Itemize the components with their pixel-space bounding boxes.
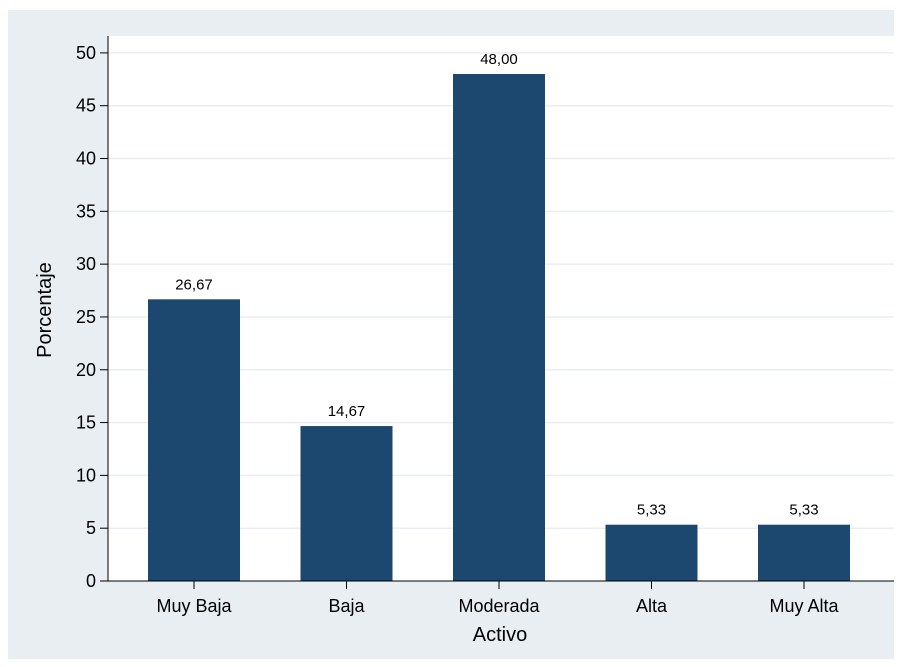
y-tick-label: 35 bbox=[76, 201, 96, 221]
y-tick-label: 15 bbox=[76, 413, 96, 433]
y-tick-label: 30 bbox=[76, 254, 96, 274]
data-label: 14,67 bbox=[328, 403, 366, 420]
y-axis-ticks: 0 5 10 15 20 25 30 35 40 45 50 bbox=[76, 43, 108, 591]
x-axis-title: Activo bbox=[473, 624, 527, 646]
data-label: 48,00 bbox=[480, 51, 518, 68]
y-tick-label: 40 bbox=[76, 149, 96, 169]
bar bbox=[453, 74, 545, 581]
bar bbox=[605, 524, 698, 581]
x-tick-label: Moderada bbox=[458, 596, 540, 616]
y-tick-label: 0 bbox=[86, 571, 96, 591]
bar bbox=[300, 426, 393, 581]
x-tick-label: Muy Baja bbox=[156, 596, 232, 616]
x-axis-ticks: Muy Baja Baja Moderada Alta Muy Alta bbox=[156, 581, 840, 616]
x-tick-label: Alta bbox=[636, 596, 668, 616]
bars bbox=[148, 74, 850, 581]
bar bbox=[758, 524, 850, 581]
y-tick-label: 45 bbox=[76, 96, 96, 116]
data-label: 26,67 bbox=[175, 276, 213, 293]
y-tick-label: 10 bbox=[76, 465, 96, 485]
data-label: 5,33 bbox=[637, 502, 666, 519]
bar bbox=[148, 299, 240, 581]
y-tick-label: 50 bbox=[76, 43, 96, 63]
y-axis-title: Porcentaje bbox=[34, 262, 56, 358]
x-tick-label: Muy Alta bbox=[769, 596, 839, 616]
data-label: 5,33 bbox=[789, 502, 818, 519]
y-tick-label: 25 bbox=[76, 307, 96, 327]
data-labels: 26,67 14,67 48,00 5,33 5,33 bbox=[175, 51, 818, 519]
x-tick-label: Baja bbox=[328, 596, 365, 616]
y-tick-label: 20 bbox=[76, 360, 96, 380]
y-tick-label: 5 bbox=[86, 518, 96, 538]
